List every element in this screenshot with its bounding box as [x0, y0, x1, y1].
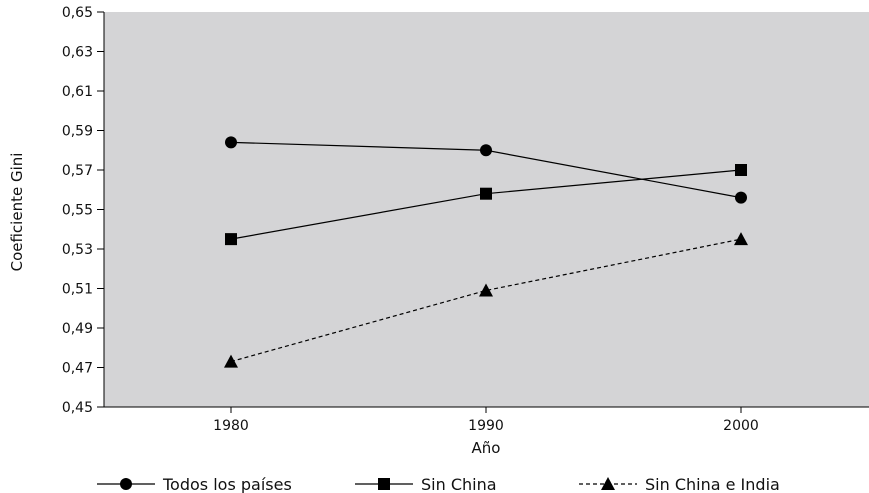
- data-point-circle: [480, 144, 492, 157]
- y-axis-ticks: 0,45 0,47 0,49 0,51 0,53 0,55 0,57 0,59 0,61 0,63…: [62, 5, 104, 416]
- data-point-circle: [225, 136, 237, 149]
- legend-marker-triangle: [601, 477, 615, 490]
- legend: Todos los países Sin China Sin China e Ind…: [97, 475, 780, 493]
- data-point-square: [480, 187, 492, 200]
- data-point-square: [735, 164, 747, 176]
- x-tick-label: 1990: [468, 418, 504, 434]
- plot-area: [104, 12, 869, 407]
- y-tick-label: 0,65: [62, 5, 93, 21]
- y-tick-label: 0,45: [62, 400, 93, 416]
- legend-label: Todos los países: [162, 475, 292, 493]
- legend-label: Sin China: [421, 475, 497, 493]
- y-tick-label: 0,47: [62, 361, 93, 377]
- y-tick-label: 0,61: [62, 84, 93, 100]
- y-axis-title: Coeficiente Gini: [8, 153, 26, 272]
- y-tick-label: 0,59: [62, 124, 93, 140]
- data-point-square: [225, 233, 237, 246]
- y-tick-label: 0,55: [62, 203, 93, 219]
- y-tick-label: 0,63: [62, 45, 93, 61]
- data-point-circle: [735, 191, 747, 204]
- y-tick-label: 0,51: [62, 282, 93, 298]
- data-point-triangle: [479, 283, 493, 297]
- data-point-triangle: [224, 354, 238, 368]
- x-tick-label: 2000: [723, 418, 759, 434]
- y-tick-label: 0,53: [62, 242, 93, 258]
- y-tick-label: 0,49: [62, 321, 93, 337]
- legend-label: Sin China e India: [645, 475, 780, 493]
- series-layer: [224, 136, 748, 368]
- y-tick-label: 0,57: [62, 163, 93, 179]
- x-axis-title: Año: [472, 439, 501, 457]
- legend-marker-square: [378, 478, 390, 490]
- x-axis-ticks: 1980 1990 2000: [213, 407, 759, 434]
- data-point-triangle: [734, 232, 748, 246]
- legend-marker-circle: [120, 478, 132, 490]
- x-tick-label: 1980: [213, 418, 249, 434]
